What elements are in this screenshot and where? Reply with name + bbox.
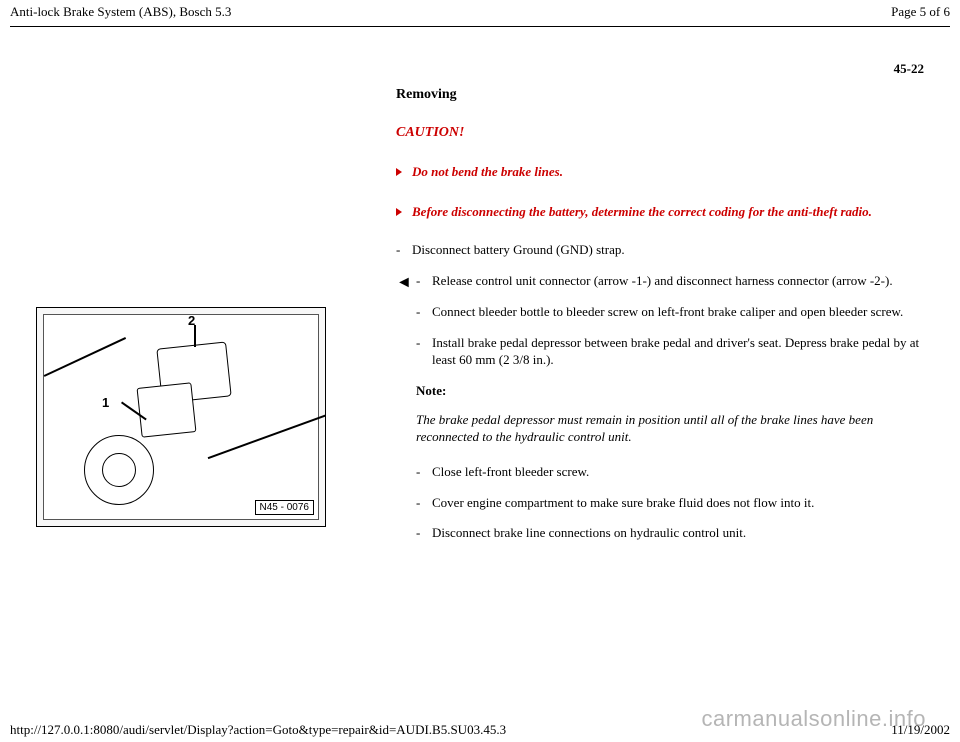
step-list-1: Disconnect battery Ground (GND) strap. [396, 242, 924, 259]
figure-line-b [208, 413, 326, 459]
step-list-2b: Close left-front bleeder screw. Cover en… [416, 464, 924, 543]
step-list-2a: Release control unit connector (arrow -1… [416, 273, 924, 369]
page-header: Anti-lock Brake System (ABS), Bosch 5.3 … [0, 0, 960, 22]
figure-leader-2 [194, 325, 196, 347]
step-item: Connect bleeder bottle to bleeder screw … [416, 304, 924, 321]
step-item: Cover engine compartment to make sure br… [416, 495, 924, 512]
figure-reference-row: ◄ Release control unit connector (arrow … [396, 273, 924, 556]
section-heading: Removing [396, 87, 924, 103]
caution-item: Before disconnecting the battery, determ… [396, 203, 924, 221]
section-number: 45-22 [0, 27, 960, 77]
step-item: Release control unit connector (arrow -1… [416, 273, 924, 290]
figure-illustration: 2 1 N45 - 0076 [36, 307, 326, 527]
step-item: Disconnect brake line connections on hyd… [416, 525, 924, 542]
figure-tag: N45 - 0076 [255, 500, 314, 515]
footer-date: 11/19/2002 [891, 722, 950, 738]
section-removing: Removing CAUTION! Do not bend the brake … [396, 87, 924, 259]
content-area: 2 1 N45 - 0076 Removing CAUTION! Do not … [0, 77, 960, 556]
doc-title: Anti-lock Brake System (ABS), Bosch 5.3 [10, 4, 231, 20]
step-item: Install brake pedal depressor between br… [416, 335, 924, 369]
arrow-left-icon: ◄ [396, 273, 416, 291]
right-column: Removing CAUTION! Do not bend the brake … [376, 87, 924, 556]
caution-label: CAUTION! [396, 125, 924, 141]
figure-label-1: 1 [102, 395, 109, 410]
step-item: Close left-front bleeder screw. [416, 464, 924, 481]
left-column: 2 1 N45 - 0076 [36, 87, 376, 556]
footer-url: http://127.0.0.1:8080/audi/servlet/Displ… [10, 722, 506, 738]
figure-connector [137, 382, 197, 437]
caution-list: Do not bend the brake lines. Before disc… [396, 163, 924, 220]
note-label: Note: [416, 383, 924, 399]
figure-frame: 2 1 N45 - 0076 [43, 314, 319, 520]
figure-line-a [44, 337, 126, 376]
section-figure-steps: Release control unit connector (arrow -1… [416, 273, 924, 556]
step-item: Disconnect battery Ground (GND) strap. [396, 242, 924, 259]
figure-cap-inner [102, 453, 136, 487]
note-text: The brake pedal depressor must remain in… [416, 411, 924, 446]
page-indicator: Page 5 of 6 [891, 4, 950, 20]
page-footer: http://127.0.0.1:8080/audi/servlet/Displ… [10, 722, 950, 738]
figure-label-2: 2 [188, 313, 195, 328]
caution-item: Do not bend the brake lines. [396, 163, 924, 181]
